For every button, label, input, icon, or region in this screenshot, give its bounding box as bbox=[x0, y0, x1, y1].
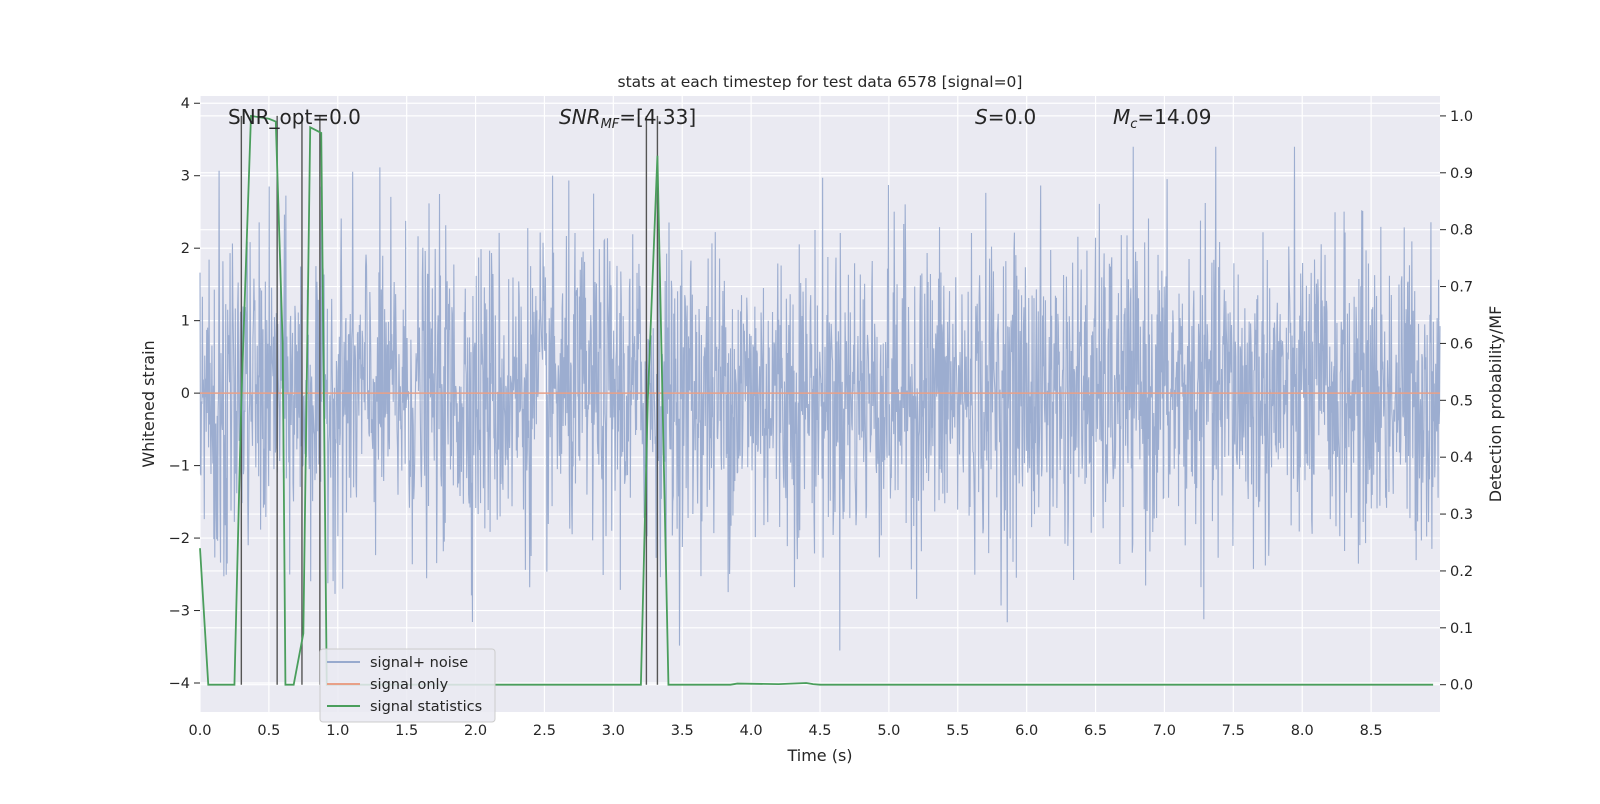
y-tick-label: 2 bbox=[181, 241, 190, 257]
x-tick-label: 2.0 bbox=[464, 723, 487, 739]
y-axis-label: Whitened strain bbox=[139, 340, 158, 467]
legend-label-noise: signal+ noise bbox=[370, 655, 468, 671]
annotation-s-symbol: S bbox=[975, 105, 988, 129]
y2-tick-label: 0.4 bbox=[1450, 450, 1473, 466]
x-axis-label: Time (s) bbox=[786, 746, 852, 765]
y-tick-label: −4 bbox=[169, 676, 190, 692]
y-tick-label: 4 bbox=[181, 96, 190, 112]
signal-statistics-line bbox=[199, 114, 1434, 686]
y2-tick-label: 0.7 bbox=[1450, 280, 1473, 296]
y2-tick-label: 1.0 bbox=[1450, 109, 1473, 125]
annotation-snr-mf-value: =[4.33] bbox=[619, 105, 696, 129]
x-tick-label: 6.5 bbox=[1084, 723, 1107, 739]
chart-title: stats at each timestep for test data 657… bbox=[618, 73, 1023, 91]
y2-tick-label: 0.5 bbox=[1450, 393, 1473, 409]
x-tick-label: 3.0 bbox=[602, 723, 625, 739]
y2-tick-label: 0.8 bbox=[1450, 223, 1473, 239]
y2-tick-label: 0.0 bbox=[1450, 678, 1473, 694]
x-tick-label: 1.0 bbox=[326, 723, 349, 739]
x-tick-label: 4.0 bbox=[740, 723, 763, 739]
y2-tick-label: 0.1 bbox=[1450, 621, 1473, 637]
annotation-s: S=0.0 bbox=[975, 105, 1036, 129]
signal-noise-line bbox=[199, 146, 1441, 651]
signal-statistics-series bbox=[199, 114, 1434, 686]
y-tick-label: −3 bbox=[169, 604, 190, 620]
annotation-mc: Mc=14.09 bbox=[1113, 105, 1211, 132]
x-tick-label: 7.5 bbox=[1222, 723, 1245, 739]
legend-box bbox=[319, 648, 496, 723]
y2-tick-label: 0.9 bbox=[1450, 166, 1473, 182]
annotation-mc-sub: c bbox=[1130, 117, 1137, 132]
x-tick-label: 8.5 bbox=[1360, 723, 1383, 739]
x-tick-label: 5.5 bbox=[946, 723, 969, 739]
x-tick-label: 3.5 bbox=[671, 723, 694, 739]
y-tick-label: 3 bbox=[181, 169, 190, 185]
x-tick-label: 2.5 bbox=[533, 723, 556, 739]
x-tick-label: 1.5 bbox=[395, 723, 418, 739]
legend-label-stats: signal statistics bbox=[370, 699, 482, 715]
x-tick-label: 0.0 bbox=[188, 723, 211, 739]
x-tick-label: 0.5 bbox=[257, 723, 280, 739]
annotation-mc-symbol: M bbox=[1113, 105, 1130, 129]
legend-label-signal: signal only bbox=[370, 677, 449, 693]
signal-noise-series bbox=[199, 146, 1441, 651]
annotation-mc-value: =14.09 bbox=[1137, 105, 1211, 129]
annotation-s-value: =0.0 bbox=[988, 105, 1037, 129]
x-tick-label: 7.0 bbox=[1153, 723, 1176, 739]
y2-tick-label: 0.3 bbox=[1450, 507, 1473, 523]
x-tick-label: 5.0 bbox=[877, 723, 900, 739]
y-tick-label: 1 bbox=[181, 314, 190, 330]
y2-tick-label: 0.2 bbox=[1450, 564, 1473, 580]
annotation-snr-mf: SNRMF=[4.33] bbox=[559, 105, 696, 132]
axes: 0.0 0.5 1.0 1.5 2.0 2.5 3.0 3.5 4.0 4.5 5.0 5.5 6.0 6… bbox=[169, 96, 1473, 739]
y-tick-label: 0 bbox=[181, 386, 190, 402]
y2-tick-label: 0.6 bbox=[1450, 336, 1473, 352]
x-tick-label: 4.5 bbox=[808, 723, 831, 739]
y-tick-label: −1 bbox=[169, 459, 190, 475]
y2-axis-label: Detection probability/MF bbox=[1486, 306, 1505, 503]
annotation-snr-opt: SNR_opt=0.0 bbox=[228, 105, 361, 129]
annotation-snr-mf-main: SNR bbox=[559, 105, 601, 129]
detection-markers bbox=[240, 115, 659, 685]
x-tick-label: 8.0 bbox=[1291, 723, 1314, 739]
y-tick-label: −2 bbox=[169, 531, 190, 547]
legend: signal+ noise signal only signal statist… bbox=[319, 648, 496, 723]
annotation-snr-mf-sub: MF bbox=[601, 117, 620, 132]
x-tick-label: 6.0 bbox=[1015, 723, 1038, 739]
